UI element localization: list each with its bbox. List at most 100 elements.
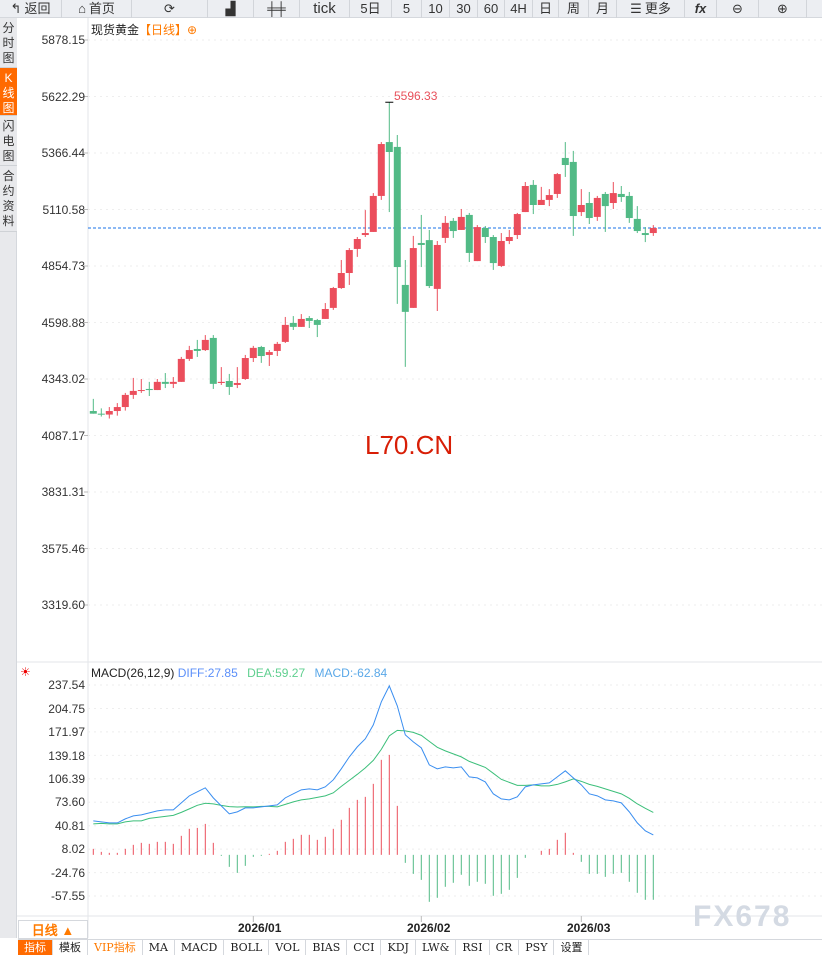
five-day-button[interactable]: 5日 (350, 0, 392, 18)
candle-body (201, 339, 209, 351)
candle-body (249, 347, 257, 359)
candle-body (633, 218, 641, 232)
indicator-fx-button[interactable]: fx (685, 0, 717, 18)
tab-ma[interactable]: MA (143, 940, 175, 955)
view-tabs: 分时图 K线图 闪电图 合约资料 (0, 18, 17, 938)
candle-body (377, 144, 385, 196)
chart-title: 现货黄金【日线】⊕ (91, 23, 198, 37)
tab-macd[interactable]: MACD (175, 940, 225, 955)
x-tick-jan: 2026/01 (238, 921, 282, 935)
candle-body (369, 195, 377, 232)
candle-body (433, 244, 441, 289)
macd-header: MACD(26,12,9) DIFF:27.85 DEA:59.27 MACD:… (91, 666, 388, 680)
tab-timeshare[interactable]: 分时图 (0, 18, 17, 68)
period-week-button[interactable]: 周 (559, 0, 589, 18)
tab-rsi[interactable]: RSI (456, 940, 490, 955)
tab-contract-info[interactable]: 合约资料 (0, 166, 17, 232)
price-tick: 5110.58 (42, 202, 86, 217)
tab-cr[interactable]: CR (490, 940, 520, 955)
candle-body (225, 380, 233, 387)
zoom-in-icon: ⊕ (777, 1, 788, 16)
back-button[interactable]: ↰ 返回 (0, 0, 62, 18)
add-icon[interactable]: ⊕ (187, 23, 198, 37)
period-30-button[interactable]: 30 (450, 0, 478, 18)
candle-body (553, 174, 561, 194)
period-4h-button[interactable]: 4H (505, 0, 533, 18)
candle-body (489, 237, 497, 264)
macd-tick: 237.54 (48, 678, 85, 692)
candle-body (161, 381, 169, 384)
candle-body (241, 358, 249, 380)
candle-body (601, 193, 609, 207)
tick-button[interactable]: tick (300, 0, 350, 18)
high-marker-label: 5596.33 (394, 89, 438, 103)
candle-chart-button[interactable]: ╪╪ (254, 0, 300, 18)
indicator-tabs: 指标 模板 VIP指标 MA MACD BOLL VOL BIAS CCI KD… (18, 939, 822, 955)
macd-series (92, 684, 654, 902)
tab-lw[interactable]: LW& (416, 940, 457, 955)
zoom-out-icon: ⊖ (732, 1, 743, 16)
refresh-button[interactable]: ⟳ (132, 0, 208, 18)
tab-templates[interactable]: 模板 (53, 940, 88, 955)
price-tick: 3319.60 (41, 598, 85, 612)
tab-kdj[interactable]: KDJ (381, 940, 416, 955)
tab-bias[interactable]: BIAS (306, 940, 348, 955)
tab-vip-indicators[interactable]: VIP指标 (88, 940, 143, 955)
period-day-button[interactable]: 日 (533, 0, 559, 18)
price-tick: 5366.44 (41, 146, 85, 160)
candle-body (465, 214, 473, 253)
tab-settings[interactable]: 设置 (554, 940, 590, 955)
price-tick: 4598.88 (41, 315, 85, 330)
candle-body (169, 381, 177, 384)
candle-body (289, 322, 297, 327)
period-5-button[interactable]: 5 (392, 0, 422, 18)
candle-body (361, 233, 369, 236)
tab-indicators[interactable]: 指标 (18, 940, 53, 955)
candle-body (409, 248, 417, 308)
candlestick-series (89, 101, 657, 419)
candle-body (449, 220, 457, 232)
more-button[interactable]: ☰ 更多 (617, 0, 685, 18)
candle-body (561, 157, 569, 166)
period-10-button[interactable]: 10 (422, 0, 450, 18)
tab-vol[interactable]: VOL (269, 940, 307, 955)
candle-body (265, 352, 273, 355)
macd-tick: 204.75 (48, 701, 85, 716)
candle-body (513, 214, 521, 236)
candle-body (585, 203, 593, 219)
tab-psy[interactable]: PSY (519, 940, 555, 955)
toolbar: ↰ 返回 ⌂ 首页 ⟳ ▟ ╪╪ tick 5日 5 10 30 60 4H 日 周… (0, 0, 822, 18)
menu-icon: ☰ (630, 1, 642, 16)
candle-body (545, 195, 553, 200)
period-60-button[interactable]: 60 (478, 0, 505, 18)
macd-tick: 40.81 (54, 818, 85, 833)
candle-body (441, 222, 449, 238)
refresh-icon: ⟳ (164, 1, 175, 16)
candle-body (353, 238, 361, 249)
macd-tick: -57.55 (50, 889, 85, 903)
tab-boll[interactable]: BOLL (224, 940, 270, 955)
home-button[interactable]: ⌂ 首页 (62, 0, 132, 18)
candle-body (281, 324, 289, 342)
candle-body (185, 350, 193, 359)
zoom-in-button[interactable]: ⊕ (759, 0, 807, 18)
candle-body (137, 390, 145, 392)
indicator-settings-icon[interactable]: ☀ (20, 665, 31, 679)
candle-body (569, 161, 577, 217)
macd-tick: 73.60 (54, 795, 85, 809)
line-chart-button[interactable]: ▟ (208, 0, 254, 18)
brand-watermark: FX678 (693, 900, 792, 933)
period-month-button[interactable]: 月 (589, 0, 617, 18)
zoom-out-button[interactable]: ⊖ (717, 0, 759, 18)
tab-flash[interactable]: 闪电图 (0, 116, 17, 166)
candle-body (257, 346, 265, 357)
tab-kline[interactable]: K线图 (0, 68, 17, 116)
macd-tick: 139.18 (48, 748, 85, 763)
candle-body (321, 309, 329, 319)
candle-body (473, 227, 481, 262)
tab-cci[interactable]: CCI (347, 940, 382, 955)
period-selector[interactable]: 日线 ▲ (18, 920, 88, 939)
dea-line (93, 729, 654, 825)
candle-body (497, 240, 505, 266)
